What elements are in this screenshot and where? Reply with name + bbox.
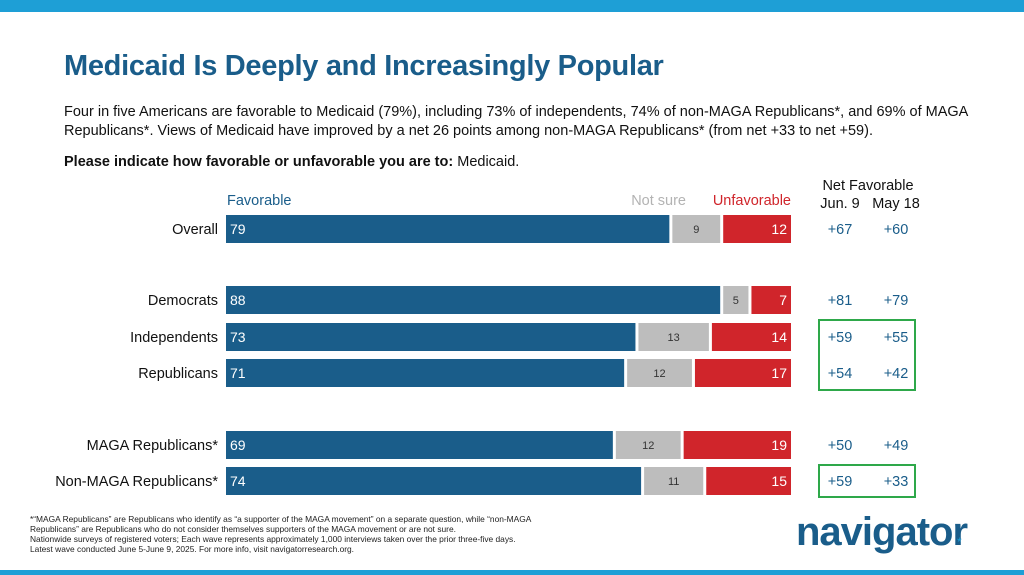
bar-not-sure [723, 286, 749, 314]
net-favorable-value: +42 [884, 366, 909, 382]
bar-favorable [226, 323, 636, 351]
bar-favorable [226, 286, 721, 314]
bar-not-sure [627, 359, 692, 387]
bar-favorable [226, 431, 613, 459]
net-favorable-header: Net Favorable [822, 178, 913, 194]
category-label: Overall [172, 222, 218, 238]
footnote-line: Nationwide surveys of registered voters;… [30, 534, 516, 544]
legend-unfavorable: Unfavorable [713, 193, 791, 209]
bar-label-unfavorable: 15 [771, 473, 787, 489]
net-favorable-value: +81 [828, 293, 853, 309]
footnote-line: Republicans” are Republicans who do not … [30, 524, 456, 534]
bar-label-not-sure: 12 [642, 440, 654, 452]
bar-unfavorable [683, 431, 791, 459]
bar-favorable [226, 359, 625, 387]
bar-label-not-sure: 9 [693, 224, 699, 236]
top-accent-bar [0, 0, 1024, 12]
survey-question: Please indicate how favorable or unfavor… [64, 154, 519, 170]
net-favorable-value: +49 [884, 438, 909, 454]
page-title: Medicaid Is Deeply and Increasingly Popu… [64, 50, 664, 82]
bar-label-favorable: 73 [230, 329, 246, 345]
bar-label-unfavorable: 19 [771, 437, 787, 453]
category-label: MAGA Republicans* [87, 438, 219, 454]
bar-unfavorable [711, 323, 791, 351]
highlight-box-independents-republicans [818, 319, 916, 391]
net-favorable-value: +60 [884, 222, 909, 238]
bar-label-not-sure: 12 [653, 368, 665, 380]
bar-label-favorable: 79 [230, 221, 246, 237]
net-favorable-value: +59 [828, 474, 853, 490]
bar-not-sure [615, 431, 681, 459]
bar-favorable [226, 467, 642, 495]
net-favorable-value: +55 [884, 330, 909, 346]
navigator-logo: navigator [796, 510, 968, 554]
bar-unfavorable [694, 359, 791, 387]
bar-label-not-sure: 11 [668, 476, 679, 488]
bar-unfavorable [723, 215, 791, 243]
bar-label-unfavorable: 17 [771, 365, 787, 381]
bar-not-sure [644, 467, 704, 495]
category-label: Non-MAGA Republicans* [55, 474, 218, 490]
bar-label-unfavorable: 7 [779, 292, 787, 308]
bar-label-not-sure: 5 [733, 295, 739, 307]
bar-not-sure [638, 323, 709, 351]
bar-unfavorable [751, 286, 791, 314]
net-favorable-value: +59 [828, 330, 853, 346]
net-favorable-value: +54 [828, 366, 853, 382]
bar-favorable [226, 215, 670, 243]
bar-label-not-sure: 13 [668, 332, 680, 344]
net-column-header: Jun. 9 [820, 196, 860, 212]
page-subtitle: Four in five Americans are favorable to … [64, 104, 968, 139]
bottom-accent-bar [0, 570, 1024, 575]
net-favorable-value: +33 [884, 474, 909, 490]
net-column-header: May 18 [872, 196, 920, 212]
bar-not-sure [672, 215, 721, 243]
question-prompt: Please indicate how favorable or unfavor… [64, 154, 454, 170]
category-label: Democrats [148, 293, 218, 309]
footnote-line: *“MAGA Republicans” are Republicans who … [30, 514, 532, 524]
bar-label-favorable: 69 [230, 437, 246, 453]
category-label: Republicans [138, 366, 218, 382]
net-favorable-value: +67 [828, 222, 853, 238]
highlight-box-non-maga [818, 464, 916, 498]
net-favorable-value: +50 [828, 438, 853, 454]
bar-label-favorable: 71 [230, 365, 246, 381]
footnote: *“MAGA Republicans” are Republicans who … [30, 514, 750, 554]
bar-label-favorable: 74 [230, 473, 246, 489]
net-favorable-value: +79 [884, 293, 909, 309]
legend-favorable: Favorable [227, 193, 291, 209]
footnote-line: Latest wave conducted June 5-June 9, 202… [30, 544, 355, 554]
category-label: Independents [130, 330, 218, 346]
logo-star-icon: * [957, 535, 962, 549]
question-subject: Medicaid. [457, 154, 520, 170]
bar-label-unfavorable: 14 [771, 329, 787, 345]
bar-label-favorable: 88 [230, 292, 246, 308]
legend-not-sure: Not sure [631, 193, 686, 209]
bar-unfavorable [706, 467, 791, 495]
bar-label-unfavorable: 12 [771, 221, 787, 237]
